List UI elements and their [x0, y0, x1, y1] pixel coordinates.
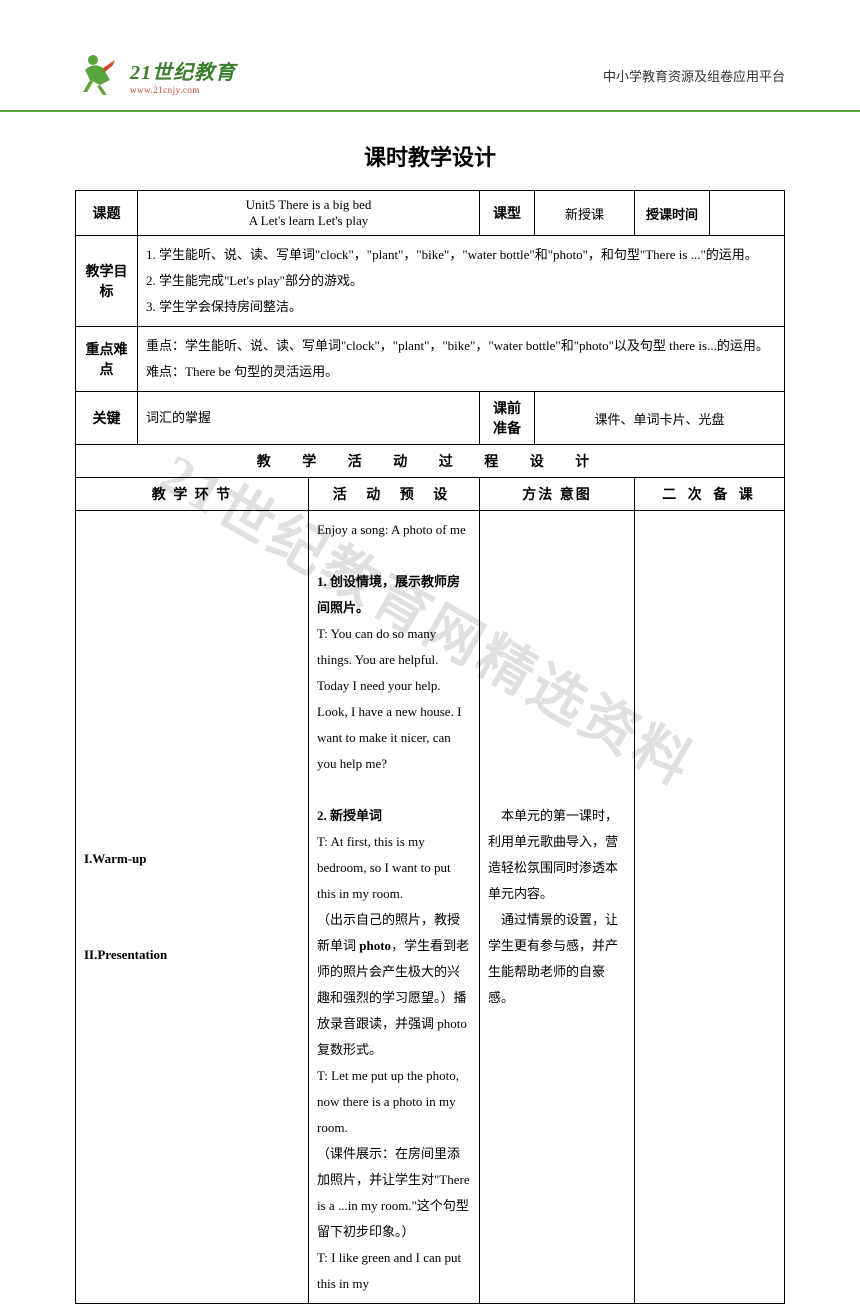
row-key: 关键 词汇的掌握 课前准备 课件、单词卡片、光盘 — [76, 392, 785, 445]
stage-presentation: II.Presentation — [84, 947, 300, 963]
row-keypoint: 重点难点 重点：学生能听、说、读、写单词"clock"，"plant"，"bik… — [76, 327, 785, 392]
prep-content: 课件、单词卡片、光盘 — [535, 392, 785, 445]
time-label: 授课时间 — [635, 191, 710, 236]
section-header: 教 学 活 动 过 程 设 计 — [76, 445, 785, 478]
activity-p3-line4: （课件展示：在房间里添加照片，并让学生对"There is a ...in my… — [317, 1141, 471, 1245]
keypoint-label: 重点难点 — [76, 327, 138, 392]
topic-label: 课题 — [76, 191, 138, 236]
objective-label: 教学目标 — [76, 236, 138, 327]
sub-header-secondary: 二 次 备 课 — [635, 478, 785, 511]
method-p2: 通过情景的设置，让学生更有参与感，并产生能帮助老师的自豪感。 — [488, 907, 626, 1011]
activity-p2-title: 1. 创设情境，展示教师房间照片。 — [317, 569, 471, 621]
logo: 21世纪教育 www.21cnjy.com — [75, 50, 236, 100]
page-header: 21世纪教育 www.21cnjy.com 中小学教育资源及组卷应用平台 — [0, 0, 860, 112]
topic-line1: Unit5 There is a big bed — [146, 197, 471, 213]
logo-icon — [75, 50, 125, 100]
row-topic: 课题 Unit5 There is a big bed A Let's lear… — [76, 191, 785, 236]
row-section-header: 教 学 活 动 过 程 设 计 — [76, 445, 785, 478]
objective-line2: 2. 学生能完成"Let's play"部分的游戏。 — [146, 268, 776, 294]
lesson-plan-table: 课题 Unit5 There is a big bed A Let's lear… — [75, 190, 785, 1304]
objective-content: 1. 学生能听、说、读、写单词"clock"，"plant"，"bike"，"w… — [138, 236, 785, 327]
key-label: 关键 — [76, 392, 138, 445]
row-objective: 教学目标 1. 学生能听、说、读、写单词"clock"，"plant"，"bik… — [76, 236, 785, 327]
objective-line1: 1. 学生能听、说、读、写单词"clock"，"plant"，"bike"，"w… — [146, 242, 776, 268]
keypoint-content: 重点：学生能听、说、读、写单词"clock"，"plant"，"bike"，"w… — [138, 327, 785, 392]
prep-label: 课前准备 — [480, 392, 535, 445]
activity-p2-body: T: You can do so many things. You are he… — [317, 621, 471, 777]
page-title: 课时教学设计 — [0, 140, 860, 172]
keypoint-line1: 重点：学生能听、说、读、写单词"clock"，"plant"，"bike"，"w… — [146, 333, 776, 359]
stage-cell: I.Warm-up II.Presentation — [76, 511, 309, 1304]
logo-sub-text: www.21cnjy.com — [130, 85, 236, 95]
topic-content: Unit5 There is a big bed A Let's learn L… — [138, 191, 480, 236]
sub-header-stage: 教 学 环 节 — [76, 478, 309, 511]
activity-p3-line3: T: Let me put up the photo, now there is… — [317, 1063, 471, 1141]
key-content: 词汇的掌握 — [138, 392, 480, 445]
row-sub-headers: 教 学 环 节 活 动 预 设 方法 意图 二 次 备 课 — [76, 478, 785, 511]
sub-header-activity: 活 动 预 设 — [309, 478, 480, 511]
activity-p3-line2: （出示自己的照片，教授新单词 photo，学生看到老师的照片会产生极大的兴趣和强… — [317, 907, 471, 1063]
type-value: 新授课 — [535, 191, 635, 236]
method-cell: 本单元的第一课时，利用单元歌曲导入，营造轻松氛围同时渗透本单元内容。 通过情景的… — [480, 511, 635, 1304]
activity-p3-title: 2. 新授单词 — [317, 803, 471, 829]
type-label: 课型 — [480, 191, 535, 236]
header-right-text: 中小学教育资源及组卷应用平台 — [603, 66, 785, 85]
objective-line3: 3. 学生学会保持房间整洁。 — [146, 294, 776, 320]
activity-p3-line1: T: At first, this is my bedroom, so I wa… — [317, 829, 471, 907]
activity-p1: Enjoy a song: A photo of me — [317, 517, 471, 543]
row-activity-body: I.Warm-up II.Presentation Enjoy a song: … — [76, 511, 785, 1304]
activity-p3-line5: T: I like green and I can put this in my — [317, 1245, 471, 1297]
activity-cell: Enjoy a song: A photo of me 1. 创设情境，展示教师… — [309, 511, 480, 1304]
stage-warmup: I.Warm-up — [84, 851, 300, 867]
time-value — [710, 191, 785, 236]
topic-line2: A Let's learn Let's play — [146, 213, 471, 229]
keypoint-line2: 难点：There be 句型的灵活运用。 — [146, 359, 776, 385]
sub-header-method: 方法 意图 — [480, 478, 635, 511]
method-p1: 本单元的第一课时，利用单元歌曲导入，营造轻松氛围同时渗透本单元内容。 — [488, 803, 626, 907]
secondary-cell — [635, 511, 785, 1304]
logo-text: 21世纪教育 www.21cnjy.com — [130, 56, 236, 95]
logo-main-text: 21世纪教育 — [130, 56, 236, 85]
